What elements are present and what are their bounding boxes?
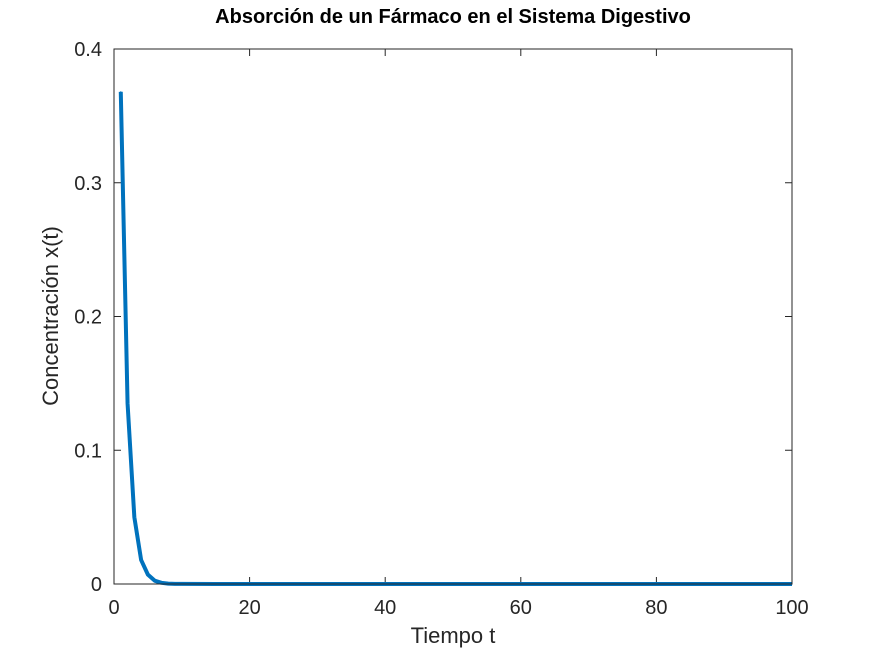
x-tick-label: 40 [374,597,396,619]
y-axis-label: Concentración x(t) [38,226,63,406]
data-point [126,402,129,405]
y-tick-label: 0 [91,574,102,596]
chart-title: Absorción de un Fármaco en el Sistema Di… [215,6,691,28]
x-tick-label: 0 [108,597,119,619]
x-tick-label: 20 [238,597,260,619]
y-tick-label: 0.4 [74,39,102,61]
x-axis-label: Tiempo t [411,623,496,648]
data-point [160,582,163,584]
data-point [154,580,156,582]
data-point [140,559,142,561]
y-tick-label: 0.1 [74,440,102,462]
plot-frame [113,48,793,585]
data-point [147,574,149,576]
plot-area [114,49,792,584]
ticks: 0 20 40 60 80 100 0 0.1 0.2 0.3 0.4 [74,39,809,619]
data-point [133,516,135,518]
x-tick-label: 100 [775,597,808,619]
y-tick-label: 0.2 [74,307,102,329]
y-tick-label: 0.3 [74,173,102,195]
x-tick-label: 80 [645,597,667,619]
x-tick-label: 60 [510,597,532,619]
data-point [120,91,122,93]
